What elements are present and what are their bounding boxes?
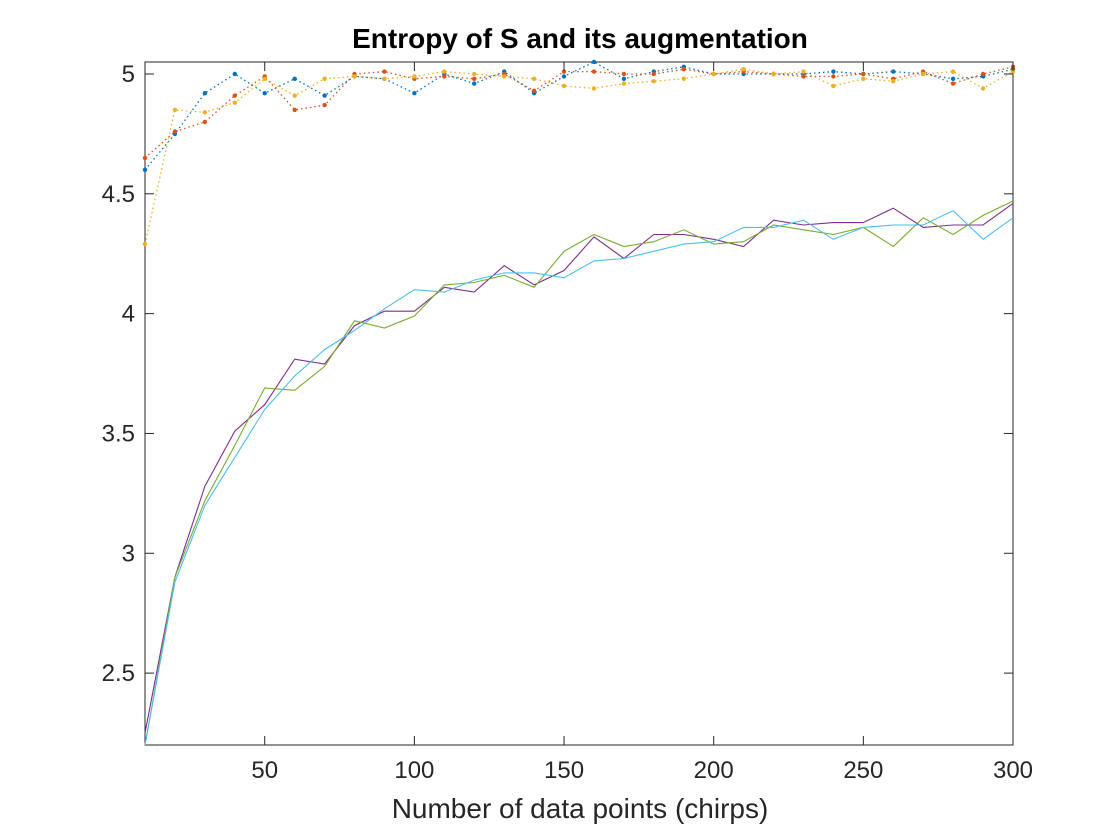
y-tick-label: 2.5 [102, 660, 135, 687]
series-2-point [142, 155, 148, 161]
series-2-point [681, 67, 686, 72]
series-2-point [980, 71, 986, 77]
series-2-point [472, 76, 477, 82]
y-tick-label: 4.5 [102, 181, 135, 208]
series-3-point [561, 83, 567, 89]
ticks-layer [145, 62, 1014, 745]
series-2-point [950, 81, 956, 86]
x-tick-label: 100 [394, 757, 434, 784]
plot-area [142, 59, 1016, 746]
series-3-point [801, 69, 806, 74]
series-line-4 [144, 202, 1014, 734]
y-tick-label: 3 [122, 540, 135, 567]
series-2-point [591, 69, 597, 74]
series-1-point [322, 93, 327, 98]
series-3-point [262, 76, 267, 82]
series-3-point [681, 76, 686, 82]
chart-title: Entropy of S and its augmentation [352, 23, 808, 54]
series-2-point [322, 102, 327, 108]
series-3-point [172, 107, 178, 113]
series-1-point [891, 69, 896, 74]
series-3-point [382, 76, 387, 82]
series-line-3 [144, 68, 1014, 245]
series-2-point [561, 69, 567, 74]
series-2-point [232, 93, 237, 98]
series-1-point [561, 74, 567, 79]
series-2-point [442, 74, 447, 79]
series-2-point [831, 74, 836, 79]
series-2-point [172, 129, 178, 134]
series-2-point [292, 107, 297, 113]
series-1-point [412, 91, 417, 96]
series-1-point [950, 76, 956, 82]
series-3-point [202, 110, 208, 115]
series-2-point [651, 71, 656, 77]
series-2-point [621, 71, 627, 77]
y-tick-label: 3.5 [102, 420, 135, 447]
x-tick-label: 150 [544, 757, 584, 784]
series-3-point [442, 69, 447, 74]
series-3-point [621, 81, 627, 86]
axes-box [144, 61, 1014, 746]
series-3-point [322, 76, 327, 82]
series-1-point [621, 76, 627, 82]
series-1-point [262, 91, 267, 96]
series-3-point [591, 86, 597, 91]
series-3-point [472, 71, 477, 77]
series-3-point [232, 100, 237, 105]
series-2-point [382, 69, 387, 74]
series-2-point [861, 71, 866, 77]
series-3-point [1010, 69, 1016, 74]
series-3-point [861, 76, 866, 82]
series-3-point [651, 79, 656, 84]
series-3-point [292, 93, 297, 98]
x-tick-label: 250 [843, 757, 883, 784]
series-line-1 [144, 61, 1014, 171]
series-2-point [801, 74, 806, 79]
series-3-point [531, 76, 537, 82]
series-3-point [352, 74, 357, 79]
series-1-point [232, 71, 237, 77]
series-layer [142, 59, 1016, 746]
x-tick-label: 200 [694, 757, 734, 784]
x-tick-label: 300 [993, 757, 1033, 784]
series-3-point [502, 74, 507, 79]
series-1-point [591, 59, 597, 65]
series-3-point [831, 83, 836, 89]
series-1-point [142, 167, 148, 172]
series-3-point [950, 69, 956, 74]
series-1-point [472, 81, 477, 86]
series-2-point [202, 119, 208, 125]
series-3-point [741, 67, 746, 72]
series-3-point [921, 71, 926, 77]
series-line-5 [144, 200, 1014, 746]
series-3-point [142, 241, 148, 247]
y-tick-label: 4 [122, 301, 135, 328]
series-3-point [412, 74, 417, 79]
series-1-point [202, 91, 208, 96]
series-3-point [711, 71, 716, 77]
series-1-point [831, 69, 836, 74]
series-3-point [980, 86, 986, 91]
x-tick-labels: 50 100 150 200 250 300 [251, 757, 1033, 784]
y-tick-labels: 2.5 3 3.5 4 4.5 5 [102, 61, 135, 687]
series-3-point [891, 79, 896, 84]
series-3-point [771, 71, 776, 77]
series-2-point [531, 88, 537, 94]
x-tick-label: 50 [251, 757, 278, 784]
y-tick-label: 5 [122, 61, 135, 88]
x-axis-label: Number of data points (chirps) [392, 793, 769, 824]
series-1-point [292, 76, 297, 82]
series-line-6 [144, 209, 1014, 746]
